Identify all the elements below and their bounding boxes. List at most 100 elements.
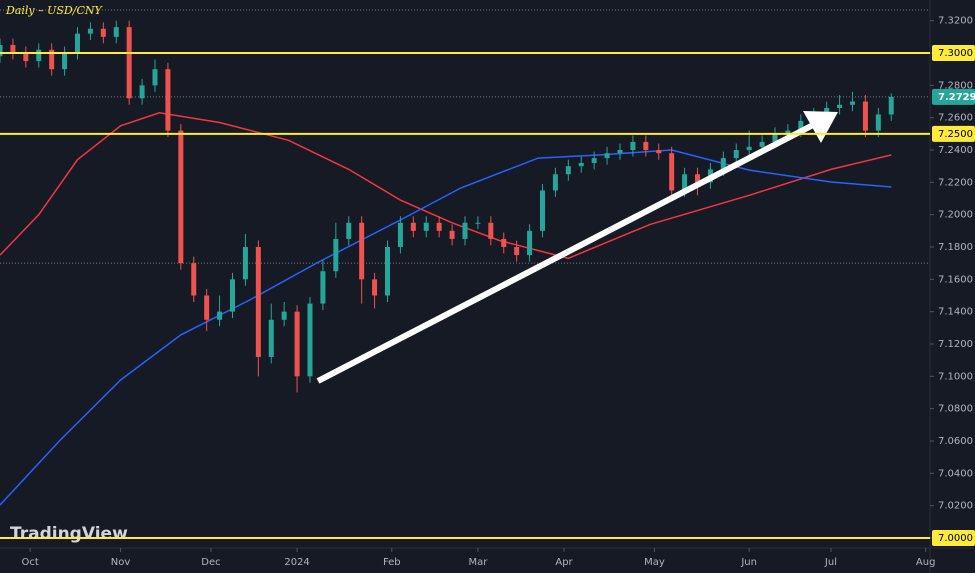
candle-body — [759, 141, 765, 147]
candle-body — [501, 238, 507, 248]
x-tick-label: Apr — [555, 557, 573, 568]
candle-body — [126, 27, 132, 99]
x-tick-label: 2024 — [284, 557, 309, 568]
chart-title: Daily – USD/CNY — [5, 4, 103, 17]
candle-body — [617, 150, 623, 154]
moving-average — [0, 112, 892, 260]
candle-body — [565, 166, 571, 175]
candle-body — [514, 247, 520, 256]
candle-body — [462, 222, 468, 239]
candle-body — [720, 158, 726, 170]
y-tick-label: 7.2000 — [938, 210, 973, 221]
candle-body — [242, 247, 248, 280]
x-tick-label: Feb — [383, 557, 401, 568]
candle-body — [62, 53, 68, 70]
x-tick-label: May — [644, 557, 665, 568]
candle-body — [475, 222, 481, 224]
candle-body — [346, 222, 352, 239]
candle-body — [87, 28, 93, 34]
candle-body — [307, 303, 313, 377]
candle-body — [178, 130, 184, 264]
y-tick-label: 7.0400 — [938, 468, 973, 479]
candle-body — [0, 44, 3, 57]
level-label: 7.2500 — [938, 129, 973, 140]
candle-body — [165, 69, 171, 131]
candle-body — [888, 96, 894, 115]
candle-body — [255, 247, 261, 357]
candle-body — [217, 311, 223, 320]
y-tick-label: 7.2200 — [938, 177, 973, 188]
candle-body — [100, 28, 106, 37]
y-tick-label: 7.0800 — [938, 404, 973, 415]
arrow-head — [803, 111, 838, 143]
candle-body — [746, 146, 752, 151]
x-tick-label: Dec — [201, 557, 220, 568]
last-price-tag — [932, 88, 975, 105]
candle-body — [268, 319, 274, 357]
candle-body — [862, 101, 868, 131]
candle-body — [798, 120, 804, 131]
y-tick-label: 7.0200 — [938, 501, 973, 512]
candle-body — [320, 271, 326, 304]
candle-body — [281, 311, 287, 320]
candle-body — [359, 222, 365, 280]
y-tick-label: 7.2800 — [938, 80, 973, 91]
candle-body — [850, 101, 855, 105]
y-tick-label: 7.1600 — [938, 274, 973, 285]
x-tick-label: Aug — [916, 557, 936, 568]
candle-body — [837, 104, 843, 108]
candle-body — [230, 279, 235, 312]
candle-body — [488, 222, 494, 239]
level-tag — [932, 45, 975, 62]
candle-body — [772, 133, 778, 142]
candle-body — [294, 311, 300, 377]
candle-body — [656, 150, 662, 154]
candle-body — [23, 53, 29, 62]
level-label: 7.0000 — [938, 533, 973, 544]
candle-body — [785, 130, 791, 134]
y-tick-label: 7.1200 — [938, 339, 973, 350]
candle-body — [695, 174, 700, 183]
y-tick-label: 7.2400 — [938, 145, 973, 156]
candle-body — [410, 222, 416, 231]
level-tag — [932, 125, 975, 142]
candle-body — [540, 190, 545, 231]
candle-body — [578, 162, 584, 167]
candle-body — [875, 114, 881, 131]
level-label: 7.3000 — [938, 48, 973, 59]
y-tick-label: 7.3200 — [938, 16, 973, 27]
candle-body — [682, 174, 688, 191]
x-tick-label: Nov — [111, 557, 131, 568]
x-tick-label: Oct — [21, 557, 38, 568]
candle-body — [604, 153, 610, 159]
candle-body — [527, 230, 533, 256]
y-tick-label: 7.1400 — [938, 307, 973, 318]
level-tag — [932, 529, 975, 546]
candle-body — [385, 247, 390, 296]
x-tick-label: Mar — [468, 557, 488, 568]
candle-body — [669, 153, 675, 191]
x-tick-label: Jun — [740, 557, 757, 568]
candle-body — [552, 174, 558, 191]
candle-body — [333, 238, 339, 272]
candle-body — [152, 69, 158, 86]
candle-body — [733, 150, 739, 159]
candle-body — [397, 222, 403, 248]
candle-body — [204, 295, 210, 320]
candle-body — [113, 27, 119, 37]
y-tick-label: 7.1000 — [938, 371, 973, 382]
x-tick-label: Jul — [824, 557, 837, 568]
candle-body — [75, 33, 80, 54]
candle-body — [630, 141, 636, 151]
candle-body — [423, 222, 429, 231]
candle-body — [36, 49, 42, 62]
candle-body — [591, 158, 597, 163]
watermark: TradingView — [10, 524, 128, 544]
last-price-label: 7.2729 — [938, 92, 975, 103]
y-tick-label: 7.2600 — [938, 113, 973, 124]
candle-body — [191, 263, 197, 296]
candle-body — [10, 44, 16, 54]
candle-body — [139, 85, 145, 99]
